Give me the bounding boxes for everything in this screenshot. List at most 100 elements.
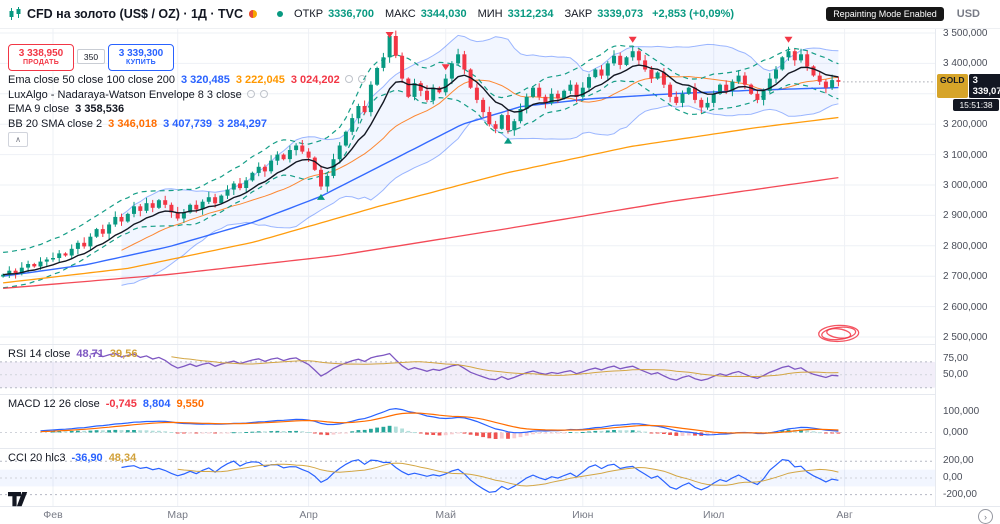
sell-label: ПРОДАТЬ: [22, 59, 60, 67]
cci-ma-line: [177, 462, 839, 487]
trade-panel: 3 338,950 ПРОДАТЬ 350 3 339,300 КУПИТЬ: [8, 44, 174, 71]
indicator-legend-row[interactable]: EMA 9 close 3 358,536: [8, 102, 366, 117]
indicator-name: LuxAlgo - Nadaraya-Watson Envelope 8 3 c…: [8, 88, 242, 101]
indicator-name[interactable]: CCI 20 hlc3: [8, 452, 66, 464]
time-axis-label: Июн: [572, 509, 594, 521]
macd-signal-line: [40, 412, 839, 434]
cci-legend[interactable]: CCI 20 hlc3 -36,90 48,34: [8, 452, 136, 464]
indicator-value: -36,90: [71, 452, 103, 464]
price-tick: 2 600,000: [943, 301, 988, 313]
macd-chart[interactable]: [0, 395, 935, 448]
macd-pane[interactable]: MACD 12 26 close -0,745 8,804 9,550: [0, 394, 935, 449]
indicator-value: 48,34: [108, 452, 137, 464]
buy-signal-marker: [317, 193, 325, 200]
sell-signal-marker: [385, 32, 394, 38]
sell-button[interactable]: 3 338,950 ПРОДАТЬ: [8, 44, 74, 71]
open-value: 3336,700: [328, 8, 374, 20]
sell-signal-marker: [784, 36, 793, 43]
price-tick: 2 900,000: [943, 210, 988, 222]
price-tick: 2 700,000: [943, 271, 988, 283]
settings-icon[interactable]: [357, 75, 366, 83]
close-value: 3339,073: [597, 8, 644, 20]
buy-label: КУПИТЬ: [126, 59, 156, 67]
bar-countdown: 15:51:38: [953, 98, 999, 111]
indicator-legend-row[interactable]: BB 20 SMA close 2 3 346,018 3 407,739 3 284…: [8, 117, 366, 132]
price-tick: 3 100,000: [943, 149, 988, 161]
indicator-value: 3 284,297: [218, 117, 267, 130]
time-axis-label: Мар: [167, 509, 188, 521]
ema9-line: [3, 64, 839, 276]
indicator-value: -0,745: [105, 398, 137, 410]
indicator-legend-row[interactable]: Ema close 50 close 100 close 200 3 320,48…: [8, 73, 366, 88]
visibility-icon[interactable]: [246, 89, 255, 98]
macd-legend[interactable]: MACD 12 26 close -0,745 8,804 9,550: [8, 398, 204, 410]
low-label: МИН: [477, 8, 503, 20]
rsi-pane[interactable]: RSI 14 close 48,71 39,56: [0, 344, 935, 395]
buy-price: 3 339,300: [118, 48, 164, 60]
price-tick: 3 200,000: [943, 119, 988, 131]
price-tick: 3 000,000: [943, 180, 988, 191]
time-axis[interactable]: Фев Мар Апр Май Июн Июл Авг: [0, 506, 1000, 524]
indicator-value: 8,804: [142, 398, 171, 410]
chart-logo-icon: [8, 7, 22, 21]
indicator-legend-row[interactable]: LuxAlgo - Nadaraya-Watson Envelope 8 3 c…: [8, 88, 366, 103]
indicator-value: 9,550: [176, 398, 204, 410]
time-axis-label: Май: [435, 509, 456, 521]
rsi-line: [90, 352, 839, 382]
price-tick: 2 500,000: [943, 332, 988, 343]
realtime-status-icon[interactable]: [277, 11, 284, 17]
ema50-line: [2, 86, 839, 277]
cci-line: [121, 458, 839, 493]
indicator-name: EMA 9 close: [8, 103, 70, 115]
settings-icon[interactable]: [259, 89, 268, 98]
indicator-value: 3 222,045: [235, 74, 285, 86]
nw-envelope-lower: [3, 80, 839, 289]
cci-pane[interactable]: CCI 20 hlc3 -36,90 48,34: [0, 448, 935, 507]
high-label: МАКС: [384, 8, 416, 20]
chart-header: CFD на золото (US$ / OZ) · 1Д · TVC ОТКР…: [0, 0, 1000, 29]
rsi-legend[interactable]: RSI 14 close 48,71 39,56: [8, 348, 137, 360]
price-axis[interactable]: GOLD 3 339,073 15:51:38 3 500,000 3 400,0…: [935, 28, 1000, 506]
currency-toggle[interactable]: USD: [956, 8, 980, 20]
indicator-name[interactable]: RSI 14 close: [8, 348, 71, 360]
go-to-realtime-button[interactable]: ›: [978, 509, 993, 524]
price-tick: 100,000: [943, 405, 980, 417]
ema100-line: [3, 116, 839, 284]
collapse-legend-button[interactable]: ∧: [8, 132, 28, 147]
cci-chart[interactable]: [0, 449, 935, 506]
indicator-value: 3 320,485: [180, 74, 230, 86]
tradingview-logo[interactable]: [8, 492, 34, 512]
indicator-value: 48,71: [76, 348, 104, 360]
low-value: 3312,234: [507, 8, 554, 20]
price-tick: 3 500,000: [943, 28, 988, 39]
close-label: ЗАКР: [564, 8, 593, 20]
spread-value: 350: [77, 49, 105, 64]
drawing-ellipse[interactable]: [826, 327, 852, 339]
drawing-ellipse[interactable]: [821, 326, 857, 341]
buy-signal-marker: [504, 137, 512, 144]
rsi-chart[interactable]: [0, 345, 935, 394]
price-chart[interactable]: [0, 28, 935, 344]
indicator-value: 3 346,018: [108, 117, 158, 130]
cci-band: [0, 469, 935, 487]
sell-signal-marker: [441, 64, 450, 71]
indicator-name: Ema close 50 close 100 close 200: [8, 74, 175, 86]
symbol-title[interactable]: CFD на золото (US$ / OZ) · 1Д · TVC: [27, 7, 244, 21]
price-tick: -200,00: [943, 488, 977, 500]
drawing-ellipse[interactable]: [818, 324, 860, 343]
time-axis-label: Июл: [703, 509, 725, 521]
nw-envelope-upper: [3, 44, 839, 253]
open-label: ОТКР: [294, 8, 324, 20]
indicator-value: 3 407,739: [163, 117, 213, 130]
current-price-value: 3 339,073: [968, 73, 1000, 98]
indicator-value: 39,56: [109, 348, 138, 360]
price-pane[interactable]: 3 338,950 ПРОДАТЬ 350 3 339,300 КУПИТЬ E…: [0, 28, 935, 344]
buy-button[interactable]: 3 339,300 КУПИТЬ: [108, 44, 174, 71]
visibility-icon[interactable]: [344, 75, 353, 83]
indicator-name[interactable]: MACD 12 26 close: [8, 398, 100, 410]
current-price-label: GOLD 3 339,073 15:51:38: [937, 73, 1000, 111]
repainting-mode-badge: Repainting Mode Enabled: [826, 7, 944, 21]
price-tick: 200,00: [943, 455, 974, 467]
price-tick: 0,000: [943, 426, 969, 438]
